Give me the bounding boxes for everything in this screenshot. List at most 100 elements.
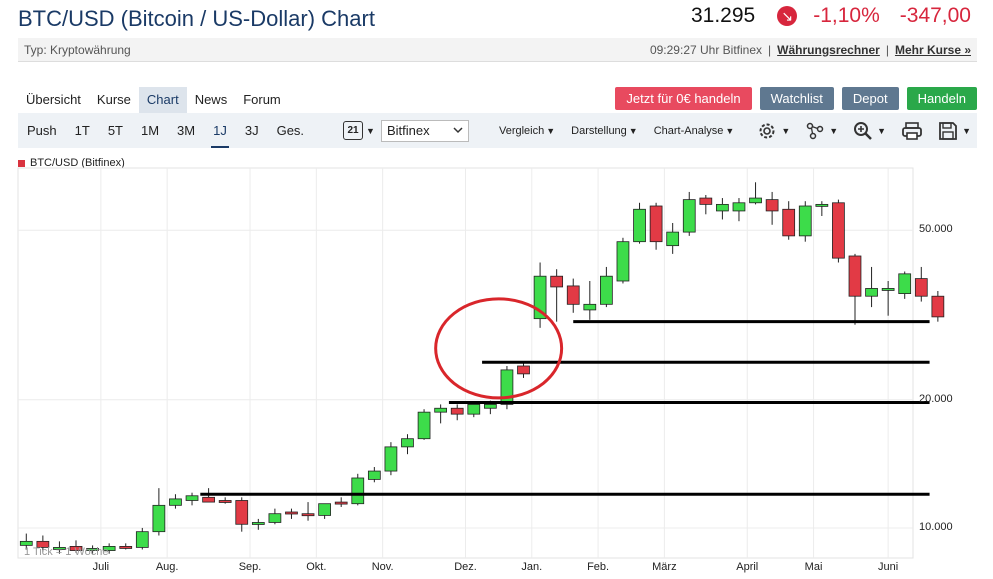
chart-analysis-menu-label: Chart-Analyse xyxy=(653,124,724,137)
period-5d[interactable]: 5T xyxy=(107,123,123,138)
compare-menu[interactable]: Vergleich ▼ xyxy=(499,125,555,137)
candle-body xyxy=(633,208,646,243)
candle-body xyxy=(566,285,580,305)
chevron-down-icon: ▼ xyxy=(725,125,735,136)
print-button[interactable] xyxy=(901,121,923,141)
settings-menu[interactable]: ▼ xyxy=(757,121,790,141)
action-buttons: Jetzt für 0€ handeln Watchlist Depot Han… xyxy=(615,87,977,110)
candle-body xyxy=(102,546,116,551)
candle-body xyxy=(268,513,282,523)
y-tick-label: 50.000 xyxy=(919,223,953,236)
period-1y[interactable]: 1J xyxy=(204,113,236,148)
candle-body xyxy=(351,477,365,505)
compare-menu-label: Vergleich xyxy=(498,124,545,137)
candle-body xyxy=(401,438,414,448)
candle-body xyxy=(616,241,630,282)
x-tick-label: April xyxy=(736,561,759,573)
gear-icon xyxy=(759,123,775,138)
separator: | xyxy=(885,42,889,57)
period-all[interactable]: Ges. xyxy=(276,123,305,138)
candle-body xyxy=(666,231,680,247)
trade-now-button[interactable]: Jetzt für 0€ handeln xyxy=(615,87,752,110)
tab-quotes[interactable]: Kurse xyxy=(96,92,131,107)
zoom-menu[interactable]: ▼ xyxy=(853,121,886,141)
candle-body xyxy=(765,199,779,212)
candle-body xyxy=(285,511,298,515)
calendar-icon[interactable]: 21 xyxy=(343,121,364,140)
chevron-down-icon: ▼ xyxy=(628,125,638,136)
candle-body xyxy=(36,540,50,548)
exchange-select[interactable]: Bitfinex xyxy=(380,119,469,142)
change-absolute: -347,00 xyxy=(899,4,971,27)
chart-toolbar: Push 1T 5T 1M 3M 1J 3J Ges. 21 ▼ Bitfine… xyxy=(18,113,977,148)
tab-forum[interactable]: Forum xyxy=(243,92,281,107)
candle-body xyxy=(301,513,315,517)
x-tick-label: Sep. xyxy=(238,561,262,573)
chevron-down-icon xyxy=(453,127,463,134)
tab-chart[interactable]: Chart xyxy=(138,87,187,113)
candle-body xyxy=(865,288,878,297)
candle-body xyxy=(815,203,829,207)
x-tick-label: Feb. xyxy=(587,561,610,573)
x-tick-label: Nov. xyxy=(371,561,394,573)
more-quotes-link[interactable]: Mehr Kurse » xyxy=(894,42,971,57)
candle-body xyxy=(185,495,199,501)
page-title: BTC/USD (Bitcoin / US-Dollar) Chart xyxy=(18,6,375,31)
candle-body xyxy=(699,197,713,205)
candles xyxy=(19,182,945,554)
period-1m[interactable]: 1M xyxy=(140,123,160,138)
candle-body xyxy=(583,303,597,311)
candle-body xyxy=(450,407,464,415)
candle-body xyxy=(119,546,133,549)
period-push[interactable]: Push xyxy=(27,123,57,138)
candle-body xyxy=(914,278,928,297)
candle-body xyxy=(202,496,215,503)
period-3m[interactable]: 3M xyxy=(177,123,196,138)
candle-body xyxy=(898,273,912,294)
candle-body xyxy=(218,500,232,503)
period-1d[interactable]: 1T xyxy=(74,123,90,138)
candle-body xyxy=(716,203,729,212)
candle-body xyxy=(169,498,182,506)
tab-overview[interactable]: Übersicht xyxy=(26,92,81,107)
indicators-menu[interactable]: ▼ xyxy=(805,121,838,141)
x-tick-label: Juni xyxy=(878,561,899,573)
save-menu[interactable]: ▼ xyxy=(938,121,971,141)
trade-button[interactable]: Handeln xyxy=(906,87,977,110)
info-bar: Typ: Kryptowährung 09:29:27 Uhr Bitfinex… xyxy=(18,38,977,62)
candle-body xyxy=(135,531,149,548)
candle-body xyxy=(86,548,99,551)
candle-body xyxy=(649,205,663,243)
legend-swatch xyxy=(18,159,25,167)
x-tick-label: Dez. xyxy=(454,561,477,573)
network-icon xyxy=(806,122,824,139)
asset-type: Typ: Kryptowährung xyxy=(24,42,131,57)
candle-body xyxy=(931,295,945,318)
save-icon xyxy=(939,121,957,140)
print-icon xyxy=(902,121,922,140)
currency-converter-link[interactable]: Währungsrechner xyxy=(777,42,880,57)
chevron-down-icon: ▼ xyxy=(829,125,839,136)
chevron-down-icon[interactable]: ▼ xyxy=(366,125,375,136)
candle-body xyxy=(749,197,762,204)
candle-body xyxy=(417,411,431,440)
candle-body xyxy=(881,288,895,291)
y-tick-label: 20.000 xyxy=(919,392,953,405)
chart-analysis-menu[interactable]: Chart-Analyse ▼ xyxy=(654,125,735,137)
depot-button[interactable]: Depot xyxy=(841,87,899,110)
x-tick-label: Mai xyxy=(804,561,823,573)
candle-body xyxy=(550,275,564,288)
change-percent: -1,10% xyxy=(813,4,880,27)
tick-note: 1 Tick = 1 Woche xyxy=(24,546,109,558)
candle-body xyxy=(832,202,845,259)
candle-body xyxy=(152,504,166,533)
annotation-lines xyxy=(200,320,930,496)
watchlist-button[interactable]: Watchlist xyxy=(759,87,834,110)
x-tick-label: Aug. xyxy=(155,561,179,573)
period-3y[interactable]: 3J xyxy=(244,123,259,138)
quote-panel: 31.295 ↘ -1,10% -347,00 xyxy=(691,4,971,28)
tab-news[interactable]: News xyxy=(194,92,228,107)
display-menu[interactable]: Darstellung ▼ xyxy=(571,125,638,137)
chevron-down-icon: ▼ xyxy=(962,125,971,136)
